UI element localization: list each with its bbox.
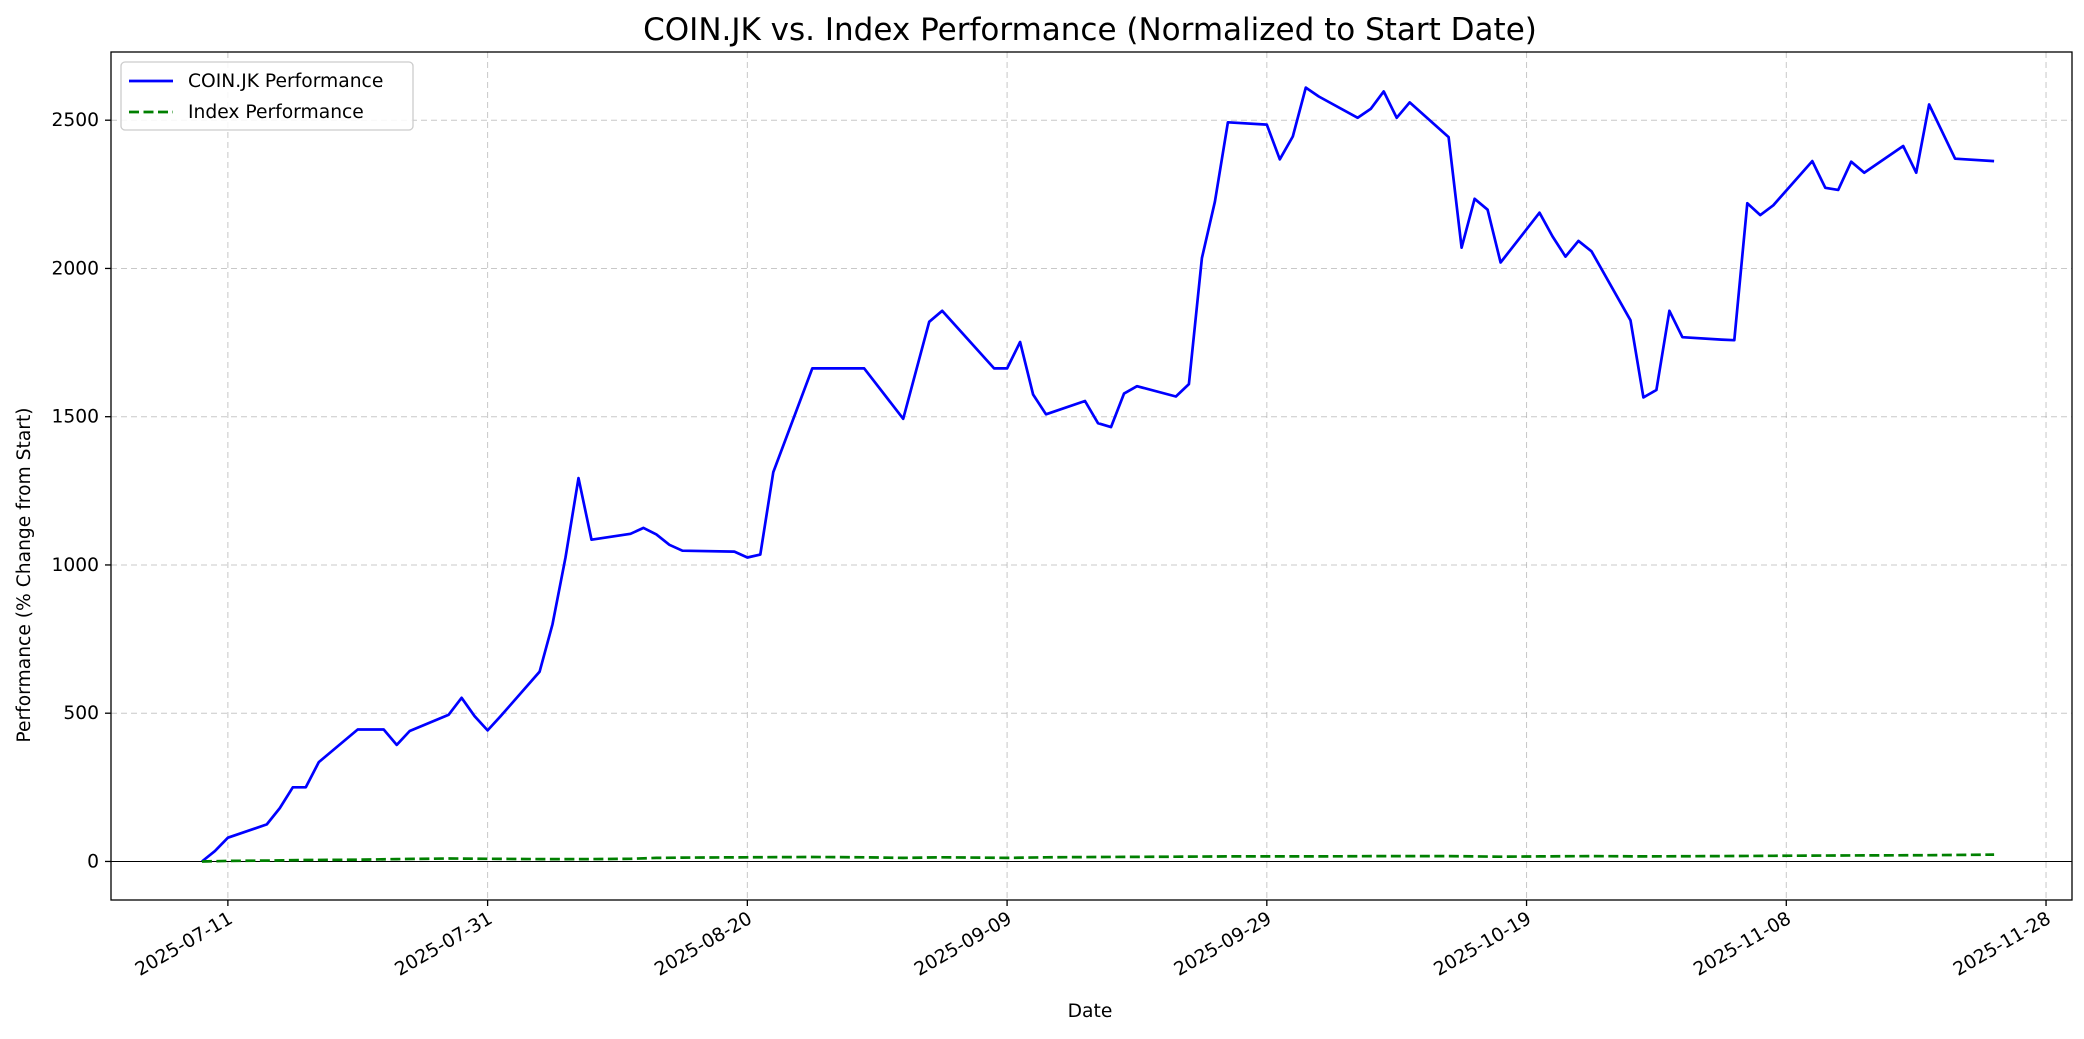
series-group bbox=[201, 86, 1995, 863]
y-tick-label: 0 bbox=[87, 851, 99, 872]
legend-box bbox=[120, 61, 414, 131]
chart-title: COIN.JK vs. Index Performance (Normalize… bbox=[643, 12, 1537, 48]
y-axis: 0 500 1000 1500 2000 2500 bbox=[51, 110, 111, 872]
y-axis-label: Performance (% Change from Start) bbox=[14, 407, 35, 742]
y-tick-label: 2500 bbox=[51, 110, 99, 131]
y-tick-label: 2000 bbox=[51, 258, 99, 279]
series-line-coin bbox=[201, 86, 1995, 863]
x-axis-label: Date bbox=[1068, 1001, 1113, 1022]
legend-label-coin: COIN.JK Performance bbox=[188, 71, 383, 92]
plot-frame bbox=[110, 51, 2073, 901]
series-line-index bbox=[201, 853, 1995, 863]
y-tick-label: 1000 bbox=[51, 555, 99, 576]
legend: COIN.JK Performance Index Performance bbox=[120, 61, 414, 131]
y-tick-label: 1500 bbox=[51, 407, 99, 428]
legend-label-index: Index Performance bbox=[188, 102, 364, 123]
y-tick-label: 500 bbox=[63, 703, 99, 724]
